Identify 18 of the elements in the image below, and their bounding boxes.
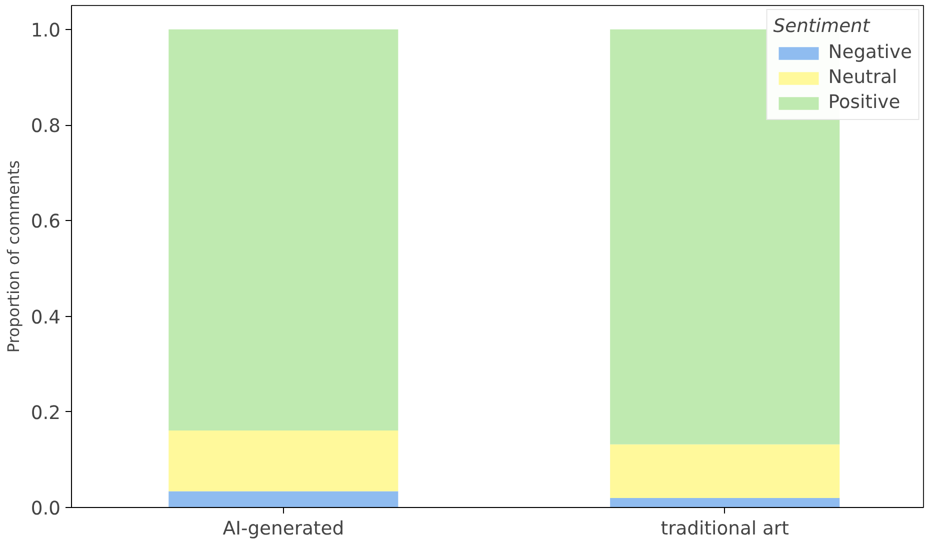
legend-label: Positive — [828, 92, 900, 113]
bar — [610, 444, 840, 498]
bar — [168, 29, 398, 431]
legend-label: Negative — [828, 42, 912, 63]
legend-label: Neutral — [828, 67, 898, 88]
legend-title: Sentiment — [773, 16, 872, 37]
y-tick-label: 0.8 — [30, 116, 60, 138]
y-axis-title: Proportion of comments — [4, 160, 23, 353]
y-tick-label: 0.0 — [30, 498, 60, 520]
x-tick-label: traditional art — [660, 518, 789, 540]
y-tick-label: 0.2 — [30, 402, 60, 424]
x-tick-label: AI-generated — [222, 518, 344, 540]
y-tick-label: 1.0 — [30, 20, 60, 42]
bar — [168, 430, 398, 492]
bar — [168, 491, 398, 508]
y-tick-label: 0.6 — [30, 212, 60, 233]
bar — [610, 498, 840, 508]
y-tick-label: 0.4 — [30, 307, 60, 328]
